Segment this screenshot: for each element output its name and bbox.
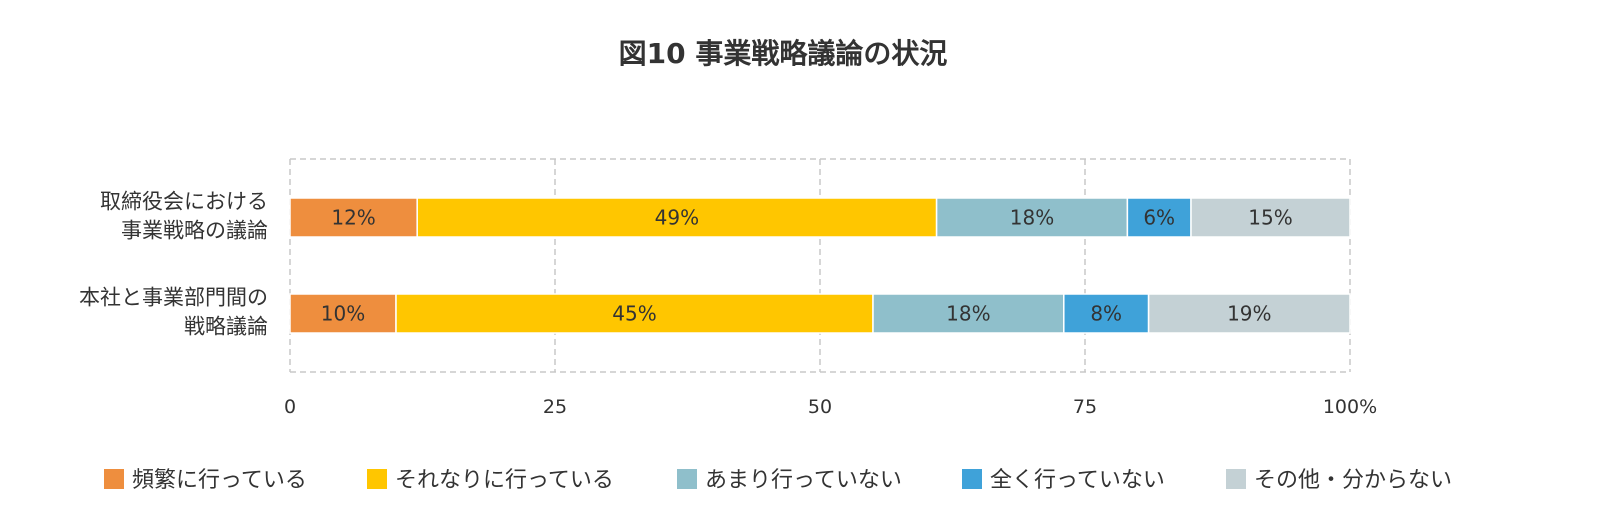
legend-swatch [677,469,697,489]
bar-segment [1190,197,1351,238]
bar-segment [872,293,1065,334]
x-tick-label: 25 [543,396,567,418]
data-label: 18% [946,302,990,326]
grid [289,158,1351,373]
data-label: 15% [1248,206,1292,230]
legend-swatch [962,469,982,489]
legend-label: あまり行っていない [705,468,902,493]
bar-segment [289,293,397,334]
category-label: 本社と事業部門間の [79,286,268,310]
category-label: 事業戦略の議論 [121,219,268,243]
data-label: 6% [1143,206,1175,230]
category-label: 取締役会における [100,190,268,214]
data-label: 8% [1090,302,1122,326]
chart-title: 図10 事業戦略議論の状況 [619,37,948,70]
x-tick-label: 100% [1323,396,1377,418]
legend-swatch [1226,469,1246,489]
bar-segment [289,197,418,238]
x-tick-label: 0 [284,396,296,418]
legend-item: 頻繁に行っている [104,468,307,493]
data-label: 19% [1227,302,1271,326]
legend-label: それなりに行っている [395,468,614,493]
category-label: 戦略議論 [184,315,268,339]
x-axis: 0 25 50 75 100% [284,396,1377,418]
legend-item: あまり行っていない [677,468,902,493]
bar-segment [1063,293,1150,334]
bar-segment [1126,197,1192,238]
legend-label: 全く行っていない [990,468,1165,493]
data-label: 10% [321,302,365,326]
bars: 12% 49% 18% 6% 15% 10% 45% 18% 8% 19% [289,197,1351,334]
legend-swatch [104,469,124,489]
legend-item: 全く行っていない [962,468,1165,493]
bar-segment [935,197,1129,238]
legend-label: 頻繁に行っている [132,468,307,493]
legend-item: その他・分からない [1226,468,1452,493]
legend: 頻繁に行っている それなりに行っている あまり行っていない 全く行っていない その他・分… [104,468,1452,493]
data-label: 18% [1010,206,1054,230]
legend-label: その他・分からない [1254,468,1452,493]
data-label: 49% [655,206,699,230]
bar-segment [1147,293,1351,334]
x-tick-label: 50 [808,396,832,418]
data-label: 45% [612,302,656,326]
legend-item: それなりに行っている [367,468,614,493]
bar-segment [416,197,938,238]
legend-swatch [367,469,387,489]
data-label: 12% [331,206,375,230]
x-tick-label: 75 [1073,396,1097,418]
